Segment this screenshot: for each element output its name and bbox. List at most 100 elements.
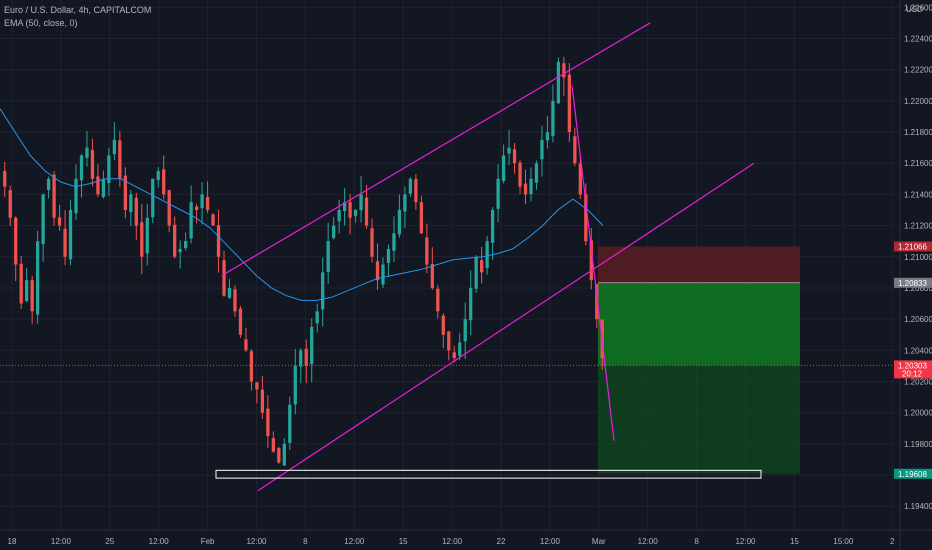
candle-body	[381, 264, 385, 285]
candle-body	[595, 283, 599, 320]
y-tick-label: 1.20200	[904, 377, 932, 386]
candle-body	[370, 228, 374, 257]
x-tick-label: 12:00	[149, 537, 170, 546]
price-tag	[894, 241, 932, 252]
candle-body	[419, 202, 424, 234]
ema-indicator-label[interactable]: EMA (50, close, 0)	[4, 18, 78, 28]
x-tick-label: 12:00	[51, 537, 72, 546]
candle-body	[556, 61, 561, 104]
candle-body	[310, 326, 314, 365]
channel-upper-line[interactable]	[221, 22, 651, 276]
candle-body	[260, 389, 265, 413]
candle-body	[364, 197, 369, 226]
candle-body	[52, 174, 56, 218]
candle-body	[145, 217, 149, 254]
x-tick-label: 12:00	[540, 537, 561, 546]
candle-body	[430, 264, 434, 288]
ema-line	[0, 108, 604, 301]
candle-body	[501, 155, 506, 181]
candle-body	[562, 63, 566, 78]
stop-loss-zone	[598, 246, 800, 283]
y-tick-label: 1.21000	[904, 253, 932, 262]
candle-body	[255, 382, 259, 390]
candle-body	[436, 288, 440, 312]
candle-body	[194, 206, 199, 210]
price-tag	[894, 468, 932, 479]
candle-body	[447, 331, 451, 351]
candle-body	[321, 272, 325, 310]
candle-body	[414, 178, 418, 203]
x-tick-label: 12:00	[344, 537, 365, 546]
candle-body	[19, 263, 23, 304]
y-tick-label: 1.20400	[904, 346, 932, 355]
channel-lower-line[interactable]	[257, 162, 755, 492]
candle-body	[238, 308, 243, 335]
candle-body	[480, 260, 484, 273]
candle-body	[112, 139, 117, 155]
x-tick-label: 12:00	[246, 537, 267, 546]
take-profit-zone	[598, 365, 800, 474]
candle-body	[534, 163, 539, 183]
candle-body	[63, 228, 67, 257]
candle-body	[233, 289, 237, 312]
y-tick-label: 1.22600	[904, 3, 932, 12]
decline-projection-line[interactable]	[571, 85, 615, 441]
x-tick-label: 8	[694, 537, 699, 546]
candle-body	[227, 287, 232, 298]
candle-body	[375, 261, 380, 281]
candle-body	[211, 214, 215, 226]
candle-body	[96, 176, 100, 195]
candle-body	[189, 202, 193, 239]
candle-body	[173, 224, 177, 257]
candle-body	[46, 178, 51, 191]
candle-body	[496, 178, 500, 209]
y-tick-label: 1.21800	[904, 128, 932, 137]
candle-body	[507, 147, 511, 154]
candle-body	[485, 241, 489, 269]
candle-body	[14, 217, 18, 265]
price-tag	[894, 277, 932, 288]
candle-body	[463, 319, 467, 342]
candle-body	[178, 248, 182, 253]
candle-body	[140, 222, 144, 257]
price-axis[interactable]: 1.22600 1.22400 1.22200 1.22000 1.21800 1.216…	[899, 0, 932, 550]
candle-body	[403, 194, 407, 212]
candle-body	[551, 100, 555, 136]
candle-body	[25, 280, 29, 301]
candle-body	[162, 169, 166, 195]
candle-body	[118, 140, 122, 179]
symbol-title[interactable]: Euro / U.S. Dollar, 4h, CAPITALCOM	[4, 5, 152, 15]
candle-body	[469, 287, 473, 321]
candle-body	[249, 351, 254, 382]
x-tick-label: 2	[890, 537, 895, 546]
candle-body	[359, 194, 363, 211]
candle-body	[41, 194, 45, 245]
candle-body	[512, 149, 517, 164]
candle-body	[425, 237, 429, 265]
position-zones	[0, 246, 900, 474]
price-tag-countdown: 20:12	[902, 369, 923, 378]
candle-body	[183, 241, 188, 249]
x-tick-label: Mar	[592, 537, 606, 546]
time-axis[interactable]: 18 12:00 25 12:00 Feb 12:00 8 12:00 15 12:00 22 12:…	[0, 529, 932, 546]
candle-body	[578, 163, 582, 195]
candle-body	[397, 210, 402, 235]
candle-body	[474, 256, 478, 289]
drawing-tools[interactable]	[215, 22, 762, 492]
candle-body	[271, 438, 275, 452]
candle-body	[85, 147, 89, 158]
candle-body	[205, 196, 210, 210]
candle-body	[386, 248, 391, 264]
candle-body	[315, 311, 319, 324]
support-zone-box[interactable]	[215, 469, 762, 479]
candle-body	[573, 136, 577, 164]
x-tick-label: 22	[497, 537, 506, 546]
candlestick-series	[3, 56, 604, 467]
candle-body	[540, 139, 544, 160]
candle-body	[408, 178, 413, 194]
candle-body	[134, 197, 138, 226]
x-tick-label: 15	[399, 537, 408, 546]
x-tick-label: 12:00	[638, 537, 659, 546]
